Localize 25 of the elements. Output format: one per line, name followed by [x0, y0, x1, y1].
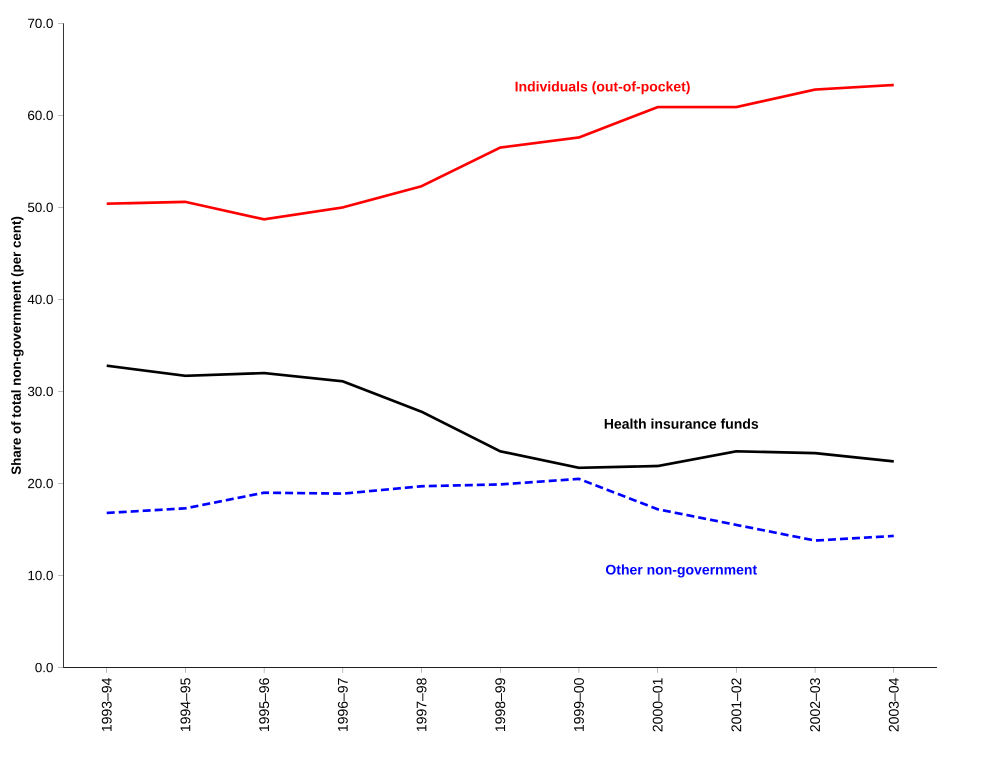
- x-tick-label: 1996–97: [338, 678, 348, 732]
- series-label: Health insurance funds: [604, 418, 758, 430]
- x-tick-label: 2001–02: [731, 678, 742, 732]
- x-tick-label: 1997–98: [416, 678, 426, 732]
- x-tick-label: 2000–01: [652, 678, 663, 732]
- x-tick-label: 1995–96: [259, 678, 270, 732]
- x-tick-label: 1998–99: [495, 678, 506, 732]
- x-tick-label: 1999–00: [574, 678, 584, 732]
- y-tick-label: 30.0: [28, 386, 53, 396]
- x-tick-label: 2003–04: [888, 678, 899, 732]
- y-tick-label: 40.0: [28, 294, 53, 304]
- y-tick-label: 0.0: [35, 663, 53, 672]
- line-series: [105, 478, 896, 542]
- y-tick-label: 20.0: [28, 478, 53, 488]
- text: Other non-government: [606, 564, 757, 578]
- y-tick-label: 70.0: [28, 18, 53, 28]
- y-tick-label: 10.0: [28, 571, 53, 580]
- x-tick-label: 1993–94: [102, 678, 112, 732]
- series-label: Individuals (out-of-pocket): [516, 81, 690, 94]
- x-tick-label: 1994–95: [180, 678, 190, 732]
- line-series: [105, 364, 896, 470]
- x-tick-label: 2002–03: [810, 678, 820, 732]
- y-tick-label: 60.0: [28, 110, 53, 120]
- y-axis-title: Share of total non-government (per cent): [11, 216, 24, 475]
- y-tick-label: 50.0: [28, 202, 53, 212]
